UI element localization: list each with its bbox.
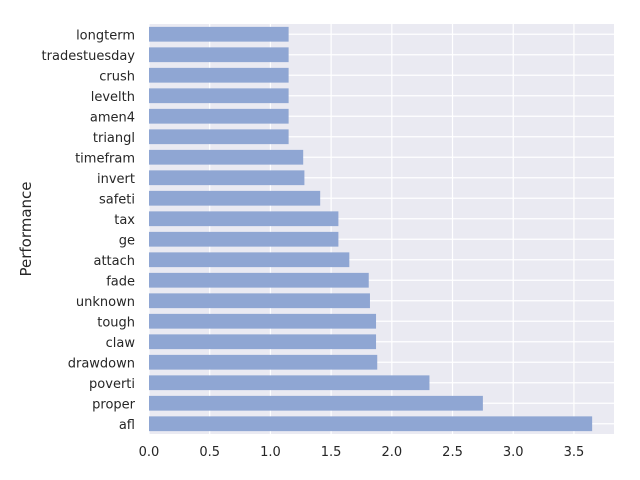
y-tick-label: fade	[106, 274, 135, 289]
bar-tradestuesday	[149, 47, 289, 63]
y-tick-label: poverti	[89, 377, 135, 392]
y-tick-label: ge	[119, 233, 135, 248]
y-tick-label: amen4	[90, 110, 135, 125]
y-tick-label: triangl	[93, 131, 135, 146]
y-tick-labels: longterm tradestuesday crush levelth amen4 tr…	[42, 28, 136, 433]
bar-longterm	[149, 26, 289, 42]
bar-drawdown	[149, 354, 378, 370]
x-tick-label: 0.0	[139, 445, 160, 460]
bar-crush	[149, 67, 289, 83]
x-tick-labels: 0.0 0.5 1.0 1.5 2.0 2.5 3.0 3.5	[139, 445, 585, 460]
x-tick-label: 2.0	[381, 445, 402, 460]
bar-levelth	[149, 88, 289, 104]
y-tick-label: crush	[99, 69, 135, 84]
bar-tax	[149, 211, 339, 227]
plot-area	[149, 24, 614, 434]
bar-triangl	[149, 129, 289, 145]
bar-claw	[149, 334, 377, 350]
bar-proper	[149, 395, 483, 411]
bar-amen4	[149, 108, 289, 124]
bar-tough	[149, 313, 377, 329]
x-tick-label: 0.5	[199, 445, 220, 460]
bar-attach	[149, 252, 350, 268]
bar-fade	[149, 272, 369, 288]
y-tick-label: proper	[92, 397, 136, 412]
y-tick-label: tough	[97, 315, 135, 330]
bar-poverti	[149, 375, 430, 391]
bar-ge	[149, 231, 339, 247]
y-tick-label: afl	[119, 418, 135, 433]
y-tick-label: unknown	[76, 295, 135, 310]
y-tick-label: tradestuesday	[42, 49, 136, 64]
y-tick-label: claw	[106, 336, 136, 351]
bar-invert	[149, 170, 305, 186]
y-tick-label: tax	[114, 213, 135, 228]
bar-afl	[149, 416, 593, 432]
x-tick-label: 1.5	[321, 445, 342, 460]
bar-timefram	[149, 149, 304, 165]
y-tick-label: safeti	[99, 192, 135, 207]
y-tick-label: drawdown	[68, 356, 135, 371]
y-tick-label: longterm	[76, 28, 135, 43]
x-tick-label: 3.0	[503, 445, 524, 460]
bars	[149, 26, 593, 432]
bar-unknown	[149, 293, 370, 309]
y-tick-label: invert	[97, 172, 135, 187]
bar-safeti	[149, 190, 321, 206]
y-axis-label: Performance	[17, 181, 35, 276]
x-tick-label: 1.0	[260, 445, 281, 460]
x-tick-label: 3.5	[564, 445, 585, 460]
y-tick-label: attach	[93, 254, 135, 269]
y-tick-label: timefram	[75, 151, 135, 166]
x-tick-label: 2.5	[442, 445, 463, 460]
y-tick-label: levelth	[91, 90, 135, 105]
